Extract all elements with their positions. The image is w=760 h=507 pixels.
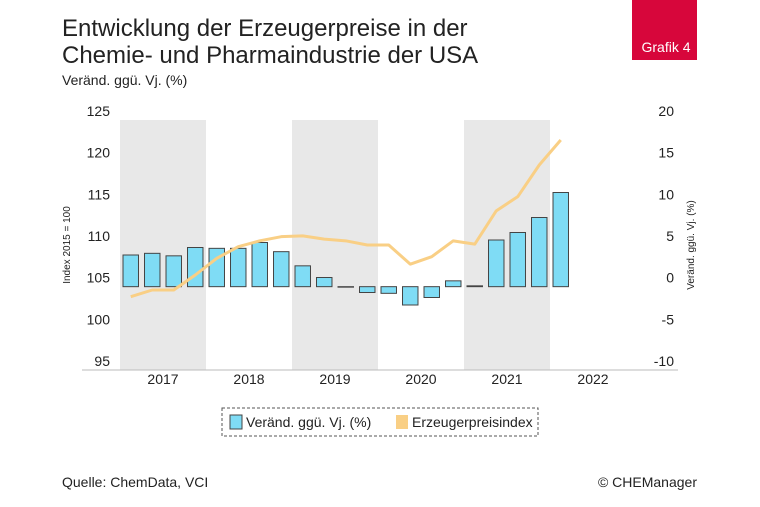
bar bbox=[380, 286, 397, 294]
bar bbox=[251, 242, 268, 288]
bar bbox=[294, 265, 311, 288]
bar bbox=[230, 247, 247, 288]
bar bbox=[359, 286, 376, 293]
y2-axis-label: Veränd. ggü. Vj. (%) bbox=[686, 200, 697, 290]
y-axis-label: Index 2015 = 100 bbox=[62, 206, 73, 284]
legend-box bbox=[221, 407, 539, 437]
x-tick-label: 2018 bbox=[233, 371, 264, 387]
badge: Grafik 4 bbox=[641, 39, 690, 55]
bar bbox=[423, 286, 440, 298]
source: Quelle: ChemData, VCI bbox=[62, 474, 208, 490]
x-tick-label: 2022 bbox=[577, 371, 608, 387]
y-tick-label: 110 bbox=[88, 228, 111, 244]
bar bbox=[531, 217, 548, 288]
y-tick-label: 120 bbox=[87, 145, 111, 161]
year-band bbox=[120, 120, 206, 370]
y2-tick-label: 0 bbox=[666, 270, 674, 286]
bar bbox=[488, 239, 505, 288]
bar bbox=[316, 277, 333, 288]
legend-label: Veränd. ggü. Vj. (%) bbox=[246, 414, 371, 430]
bar bbox=[466, 285, 483, 288]
bar bbox=[187, 247, 204, 288]
x-tick-label: 2020 bbox=[405, 371, 436, 387]
y-tick-label: 125 bbox=[87, 103, 111, 119]
subtitle: Veränd. ggü. Vj. (%) bbox=[62, 72, 187, 88]
legend-swatch bbox=[396, 415, 408, 429]
y2-tick-label: 20 bbox=[658, 103, 674, 119]
bar bbox=[165, 255, 182, 288]
y2-tick-label: 5 bbox=[666, 228, 674, 244]
bar bbox=[552, 192, 569, 288]
bar bbox=[273, 251, 290, 288]
y-tick-label: 115 bbox=[88, 186, 111, 202]
bar bbox=[402, 286, 419, 306]
badge-bg bbox=[632, 0, 697, 60]
copyright: © CHEManager bbox=[598, 474, 697, 490]
line bbox=[130, 139, 562, 299]
legend-swatch bbox=[229, 414, 243, 430]
x-tick-label: 2017 bbox=[147, 371, 178, 387]
y-tick-label: 100 bbox=[87, 311, 111, 327]
x-tick-label: 2021 bbox=[491, 371, 522, 387]
bar bbox=[509, 232, 526, 288]
y-tick-label: 105 bbox=[87, 270, 111, 286]
y2-tick-label: -5 bbox=[662, 311, 675, 327]
title-line: Entwicklung der Erzeugerpreise in der bbox=[62, 15, 468, 42]
bar bbox=[122, 254, 139, 288]
y2-tick-label: -10 bbox=[654, 353, 674, 369]
title-line: Chemie- und Pharmaindustrie der USA bbox=[62, 42, 478, 69]
plot-area bbox=[82, 120, 678, 371]
bar bbox=[144, 252, 161, 288]
y2-tick-label: 10 bbox=[658, 186, 674, 202]
x-tick-label: 2019 bbox=[319, 371, 350, 387]
bar bbox=[445, 280, 462, 288]
y2-tick-label: 15 bbox=[658, 145, 674, 161]
legend-label: Erzeugerpreisindex bbox=[412, 414, 533, 430]
bar bbox=[337, 286, 354, 288]
y-tick-label: 95 bbox=[94, 353, 110, 369]
